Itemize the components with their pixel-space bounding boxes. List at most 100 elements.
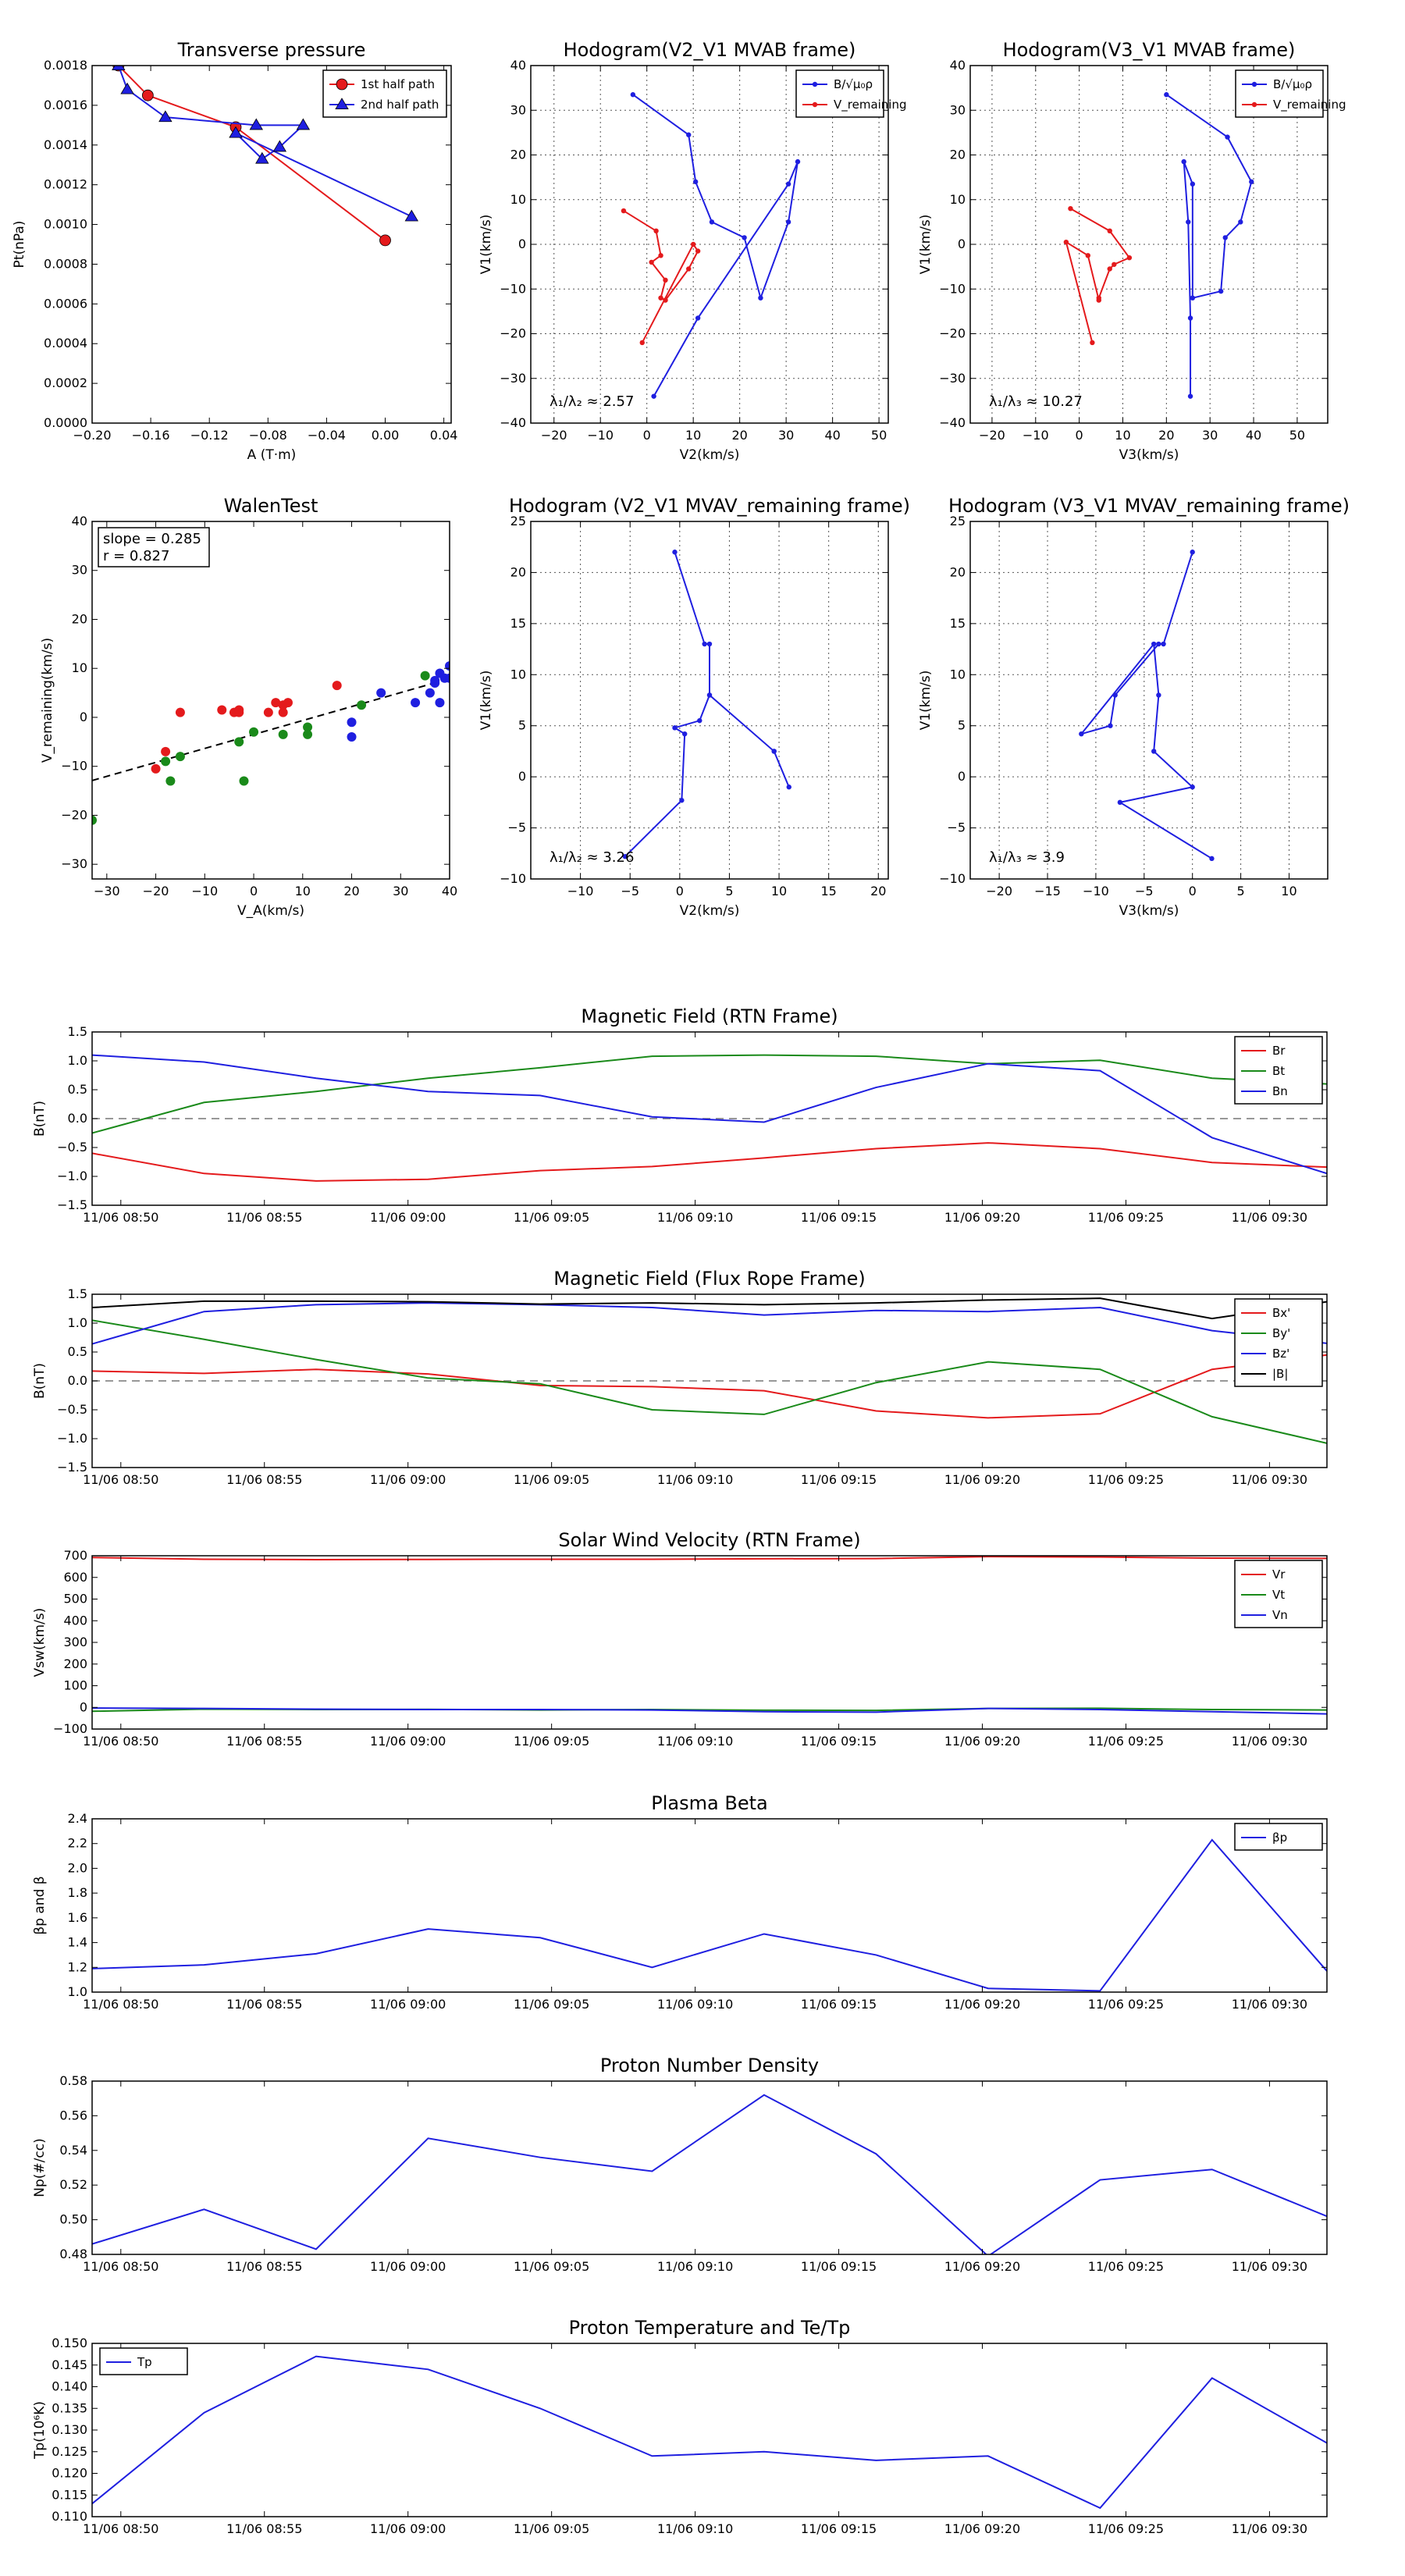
axes-frame <box>91 2080 1328 2255</box>
chart-beta: Plasma Beta 11/06 08:50 11/06 08:55 11/06 0… <box>32 1792 1328 2012</box>
x-tick-label: 40 <box>442 884 457 898</box>
plot-area <box>92 1054 1327 1182</box>
x-tick-label: −0.16 <box>132 428 170 443</box>
data-point-v-remaining <box>663 277 668 283</box>
data-point-path <box>679 798 685 803</box>
data-point-b <box>1238 219 1243 225</box>
legend-marker-v-remaining <box>1251 101 1257 108</box>
x-tick-label: 30 <box>1202 428 1218 443</box>
series-line-b <box>632 94 799 397</box>
x-tick-label: 30 <box>778 428 794 443</box>
chart-title: WalenTest <box>224 495 318 517</box>
x-tick-label: 11/06 09:00 <box>370 1734 446 1749</box>
data-point-b <box>1190 295 1196 301</box>
chart-title: Solar Wind Velocity (RTN Frame) <box>558 1529 860 1551</box>
data-point-b <box>1187 393 1193 399</box>
series-line-bt <box>92 1054 1327 1134</box>
series-line-1st-half-path <box>118 66 386 241</box>
data-point-b <box>1190 181 1196 187</box>
y-tick-label: 0 <box>80 710 87 724</box>
y-axis-label: V1(km/s) <box>918 671 934 731</box>
y-tick-label: 40 <box>72 514 87 528</box>
y-axis-label: B(nT) <box>32 1363 48 1399</box>
legend-marker-1st-half-path <box>336 78 348 91</box>
x-tick-label: 11/06 08:55 <box>226 1472 302 1487</box>
y-tick-label: 10 <box>510 192 526 207</box>
y-tick-label: 0 <box>518 237 526 251</box>
data-point-green <box>278 729 288 739</box>
y-tick-label: 500 <box>63 1592 87 1606</box>
data-point-v-remaining <box>1085 253 1091 258</box>
y-tick-label: −10 <box>500 281 526 296</box>
data-point-blue <box>435 698 445 708</box>
y-tick-label: 0.0004 <box>44 336 87 350</box>
x-tick-label: 11/06 09:15 <box>801 2259 877 2274</box>
x-tick-label: 11/06 09:20 <box>944 1472 1020 1487</box>
data-point-v-remaining <box>686 266 692 272</box>
x-axis-label: V2(km/s) <box>680 447 740 463</box>
stats-box <box>98 527 210 568</box>
x-tick-label: 11/06 09:15 <box>801 1997 877 2012</box>
y-tick-label: 600 <box>63 1570 87 1585</box>
x-tick-label: 11/06 08:50 <box>83 1472 158 1487</box>
x-tick-label: 40 <box>824 428 840 443</box>
y-tick-label: 10 <box>510 667 526 681</box>
y-tick-label: 0.0000 <box>44 415 87 430</box>
x-tick-label: 11/06 09:10 <box>657 2521 733 2536</box>
x-tick-label: −0.08 <box>249 428 287 443</box>
legend: 1st half path 2nd half path <box>322 69 447 118</box>
y-tick-label: 10 <box>950 192 966 207</box>
y-tick-label: 0 <box>80 1699 87 1714</box>
y-tick-label: 0.0006 <box>44 296 87 311</box>
plot-area <box>92 1556 1327 1715</box>
y-tick-label: −10 <box>939 871 966 886</box>
y-axis-label: Pt(nPa) <box>12 221 27 269</box>
data-point-path <box>1112 692 1118 698</box>
series-line-b <box>1165 94 1253 397</box>
x-tick-label: 11/06 09:30 <box>1232 1734 1307 1749</box>
data-point-v-remaining <box>658 253 663 258</box>
x-tick-label: 40 <box>1246 428 1261 443</box>
x-tick-label: −0.12 <box>190 428 229 443</box>
series-line-vr <box>92 1556 1327 1560</box>
y-tick-label: 20 <box>950 148 966 162</box>
data-point-v-remaining <box>1090 340 1095 346</box>
x-tick-label: 0.04 <box>430 428 458 443</box>
x-tick-label: 11/06 09:05 <box>514 2259 589 2274</box>
x-tick-label: 11/06 09:15 <box>801 2521 877 2536</box>
x-tick-label: 11/06 09:05 <box>514 2521 589 2536</box>
x-tick-label: 10 <box>1115 428 1130 443</box>
x-tick-label: 11/06 09:05 <box>514 1210 589 1225</box>
x-axis-label: V3(km/s) <box>1119 447 1179 463</box>
x-tick-label: 20 <box>1158 428 1174 443</box>
data-point-v-remaining <box>663 297 668 303</box>
y-tick-label: 0 <box>958 769 966 784</box>
x-tick-label: −10 <box>191 884 218 898</box>
y-axis-label: V1(km/s) <box>478 215 494 275</box>
x-tick-label: 11/06 09:20 <box>944 1997 1020 2012</box>
legend-frame <box>1235 69 1324 118</box>
x-tick-label: 30 <box>393 884 408 898</box>
data-point-green <box>420 671 430 681</box>
y-tick-label: 0.48 <box>59 2247 87 2261</box>
data-point-v-remaining <box>1107 228 1112 234</box>
x-tick-label: 11/06 09:20 <box>944 1734 1020 1749</box>
data-point-v-remaining <box>653 228 659 234</box>
x-tick-label: 10 <box>685 428 701 443</box>
series-line-vn <box>92 1707 1327 1715</box>
data-point-path <box>706 692 713 698</box>
stats-text: r = 0.827 <box>103 548 169 564</box>
y-tick-label: 0 <box>518 769 526 784</box>
data-point-path <box>1156 641 1161 647</box>
y-tick-label: 40 <box>510 58 526 73</box>
y-tick-label: −5 <box>507 820 526 835</box>
plot-area <box>92 2355 1327 2510</box>
y-axis-label: Tp(10⁶K) <box>32 2401 48 2460</box>
data-point-b <box>1186 219 1191 225</box>
chart-title: Hodogram(V3_V1 MVAB frame) <box>1003 39 1296 61</box>
data-point-green <box>303 722 313 732</box>
data-point-2nd-half-path <box>404 209 419 222</box>
data-point-v-remaining <box>1112 262 1117 267</box>
x-tick-label: 11/06 08:55 <box>226 1210 302 1225</box>
series-line-bz <box>92 1302 1327 1345</box>
